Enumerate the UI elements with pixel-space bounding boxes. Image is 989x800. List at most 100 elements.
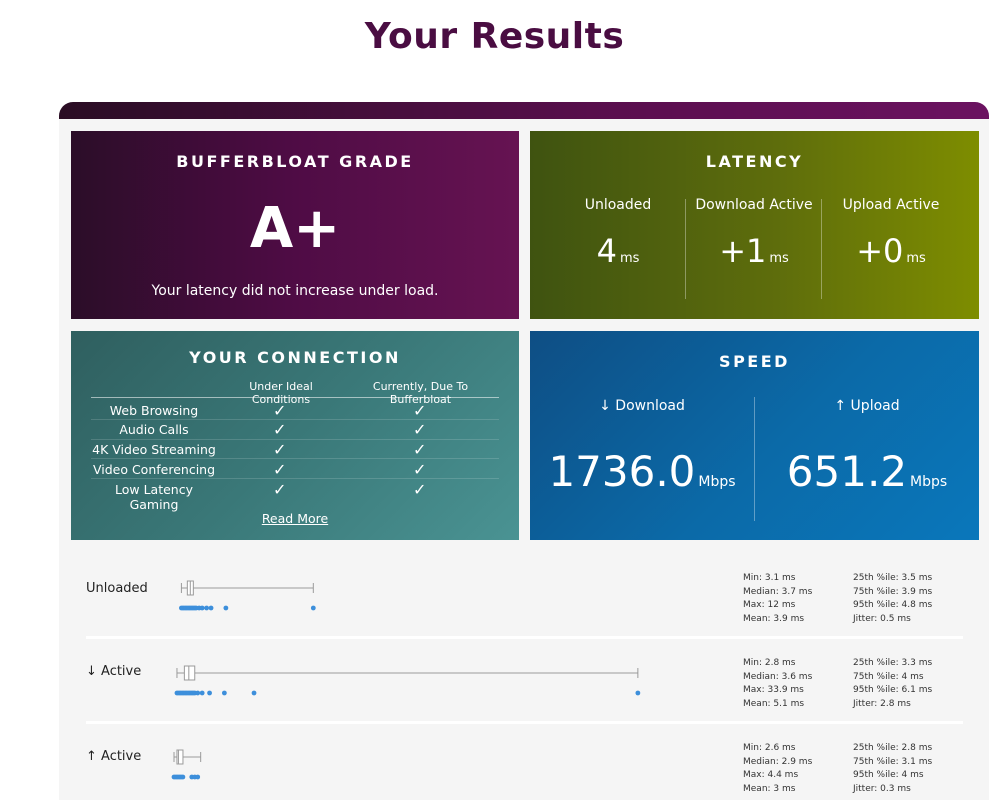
stats-upload-right: 25th %ile: 2.8 ms 75th %ile: 3.1 ms 95th… [853, 742, 932, 796]
row-divider [91, 419, 499, 420]
speed-unit: Mbps [910, 474, 948, 490]
stat-mean: Mean: 3.9 ms [743, 613, 805, 624]
stat-max: Max: 4.4 ms [743, 770, 799, 780]
connection-row-label: Audio Calls [119, 422, 189, 437]
page-title: Your Results [364, 16, 625, 57]
check-icon: ✓ [413, 440, 427, 459]
upload-active-sample-point [195, 774, 201, 780]
connection-row-label: 4K Video Streaming [92, 442, 216, 457]
dist-label-download-active: ↓ Active [86, 664, 142, 679]
upload-label: ↑ Upload [834, 398, 900, 414]
upload-speed: 651.2 Mbps [755, 451, 979, 493]
speed-divider [754, 397, 755, 521]
stat-max: Max: 12 ms [743, 600, 796, 610]
stat-p95: 95th %ile: 4 ms [853, 770, 924, 780]
latency-divider [821, 199, 822, 299]
download-active-sample-point [251, 690, 257, 696]
stat-p95: 95th %ile: 4.8 ms [853, 600, 933, 610]
stat-max: Max: 33.9 ms [743, 685, 804, 695]
latency-upload-label: Upload Active [842, 197, 940, 213]
check-icon: ✓ [413, 460, 427, 479]
download-speed: 1736.0 Mbps [530, 451, 754, 493]
latency-unloaded-value-wrap: 4 ms [548, 235, 688, 267]
row-divider [91, 458, 499, 459]
check-icon: ✓ [273, 401, 287, 420]
unloaded-sample-point [310, 605, 316, 611]
connection-header-line [91, 397, 499, 398]
stat-min: Min: 2.6 ms [743, 743, 796, 753]
latency-download-active: Download Active +1 ms [684, 197, 824, 301]
connection-card-title: YOUR CONNECTION [189, 348, 401, 367]
latency-unit: ms [619, 251, 640, 266]
stat-p95: 95th %ile: 6.1 ms [853, 685, 933, 695]
check-icon: ✓ [273, 420, 287, 439]
row-divider [91, 439, 499, 440]
speed-card-title: SPEED [719, 352, 790, 371]
stat-mean: Mean: 3 ms [743, 783, 796, 794]
stat-min: Min: 3.1 ms [743, 573, 796, 583]
download-active-sample-point [635, 690, 641, 696]
check-icon: ✓ [413, 480, 427, 499]
grade-value: A+ [249, 196, 341, 261]
latency-unit: ms [906, 251, 926, 266]
check-icon: ✓ [273, 480, 287, 499]
grade-card-title: BUFFERBLOAT GRADE [176, 152, 414, 171]
connection-row-label: Low Latency Gaming [115, 482, 193, 512]
latency-unloaded: Unloaded 4 ms [548, 197, 688, 301]
stat-jitter: Jitter: 0.3 ms [853, 783, 911, 794]
bufferbloat-grade-card: BUFFERBLOAT GRADE A+ Your latency did no… [71, 131, 519, 319]
latency-unloaded-value: 4 [596, 232, 617, 270]
stats-download-left: Min: 2.8 ms Median: 3.6 ms Max: 33.9 ms … [743, 657, 812, 711]
latency-upload-active: Upload Active +0 ms [821, 197, 961, 301]
speed-unit: Mbps [698, 474, 736, 490]
download-label: ↓ Download [599, 398, 685, 414]
connection-row: Web Browsing ✓ ✓ [91, 401, 499, 421]
connection-card: YOUR CONNECTION Under Ideal Conditions C… [71, 331, 519, 540]
dist-label-unloaded: Unloaded [86, 581, 148, 596]
row-divider [91, 478, 499, 479]
latency-unit: ms [769, 251, 789, 266]
unloaded-sample-point [204, 605, 210, 611]
stat-median: Median: 3.6 ms [743, 671, 813, 682]
latency-card-title: LATENCY [705, 152, 804, 171]
dist-divider [86, 636, 963, 639]
stats-download-right: 25th %ile: 3.3 ms 75th %ile: 4 ms 95th %… [853, 657, 932, 711]
unloaded-sample-point [199, 605, 205, 611]
connection-row: Audio Calls ✓ ✓ [91, 420, 499, 440]
stats-unloaded-right: 25th %ile: 3.5 ms 75th %ile: 3.9 ms 95th… [853, 572, 932, 626]
latency-card: LATENCY Unloaded 4 ms Download Active +1 m… [530, 131, 979, 319]
download-active-sample-point [199, 690, 205, 696]
stats-unloaded-left: Min: 3.1 ms Median: 3.7 ms Max: 12 ms Me… [743, 572, 812, 626]
read-more-link[interactable]: Read More [261, 511, 329, 526]
stat-jitter: Jitter: 0.5 ms [853, 613, 911, 624]
check-icon: ✓ [413, 401, 427, 420]
connection-row: 4K Video Streaming ✓ ✓ [91, 440, 499, 460]
stat-min: Min: 2.8 ms [743, 658, 796, 668]
download-active-box [183, 665, 196, 681]
check-icon: ✓ [413, 420, 427, 439]
connection-row: Low Latency Gaming ✓ ✓ [91, 480, 499, 512]
connection-row-label: Video Conferencing [92, 462, 216, 477]
unloaded-sample-point [208, 605, 214, 611]
latency-unloaded-label: Unloaded [584, 197, 652, 213]
upload-active-sample-point [180, 774, 186, 780]
speed-card: SPEED ↓ Download ↑ Upload 1736.0 Mbps 651… [530, 331, 979, 540]
latency-upload-value: +0 [856, 232, 904, 270]
stat-median: Median: 2.9 ms [743, 756, 813, 767]
download-active-sample-point [207, 690, 212, 696]
upload-active-box [176, 749, 184, 765]
dist-divider [86, 721, 963, 724]
stat-p25: 25th %ile: 3.5 ms [853, 573, 933, 583]
dist-label-upload-active: ↑ Active [86, 749, 142, 764]
stat-p75: 75th %ile: 3.1 ms [853, 756, 933, 767]
col-ideal-header: Under Ideal Conditions [249, 380, 313, 406]
unloaded-sample-point [223, 605, 229, 611]
col-current-header: Currently, Due To Bufferbloat [372, 380, 469, 406]
stat-p25: 25th %ile: 2.8 ms [853, 743, 933, 753]
download-active-sample-point [221, 690, 227, 696]
check-icon: ✓ [273, 440, 287, 459]
grade-message: Your latency did not increase under load… [151, 283, 439, 299]
stat-median: Median: 3.7 ms [743, 586, 813, 597]
stat-p75: 75th %ile: 4 ms [853, 671, 924, 682]
